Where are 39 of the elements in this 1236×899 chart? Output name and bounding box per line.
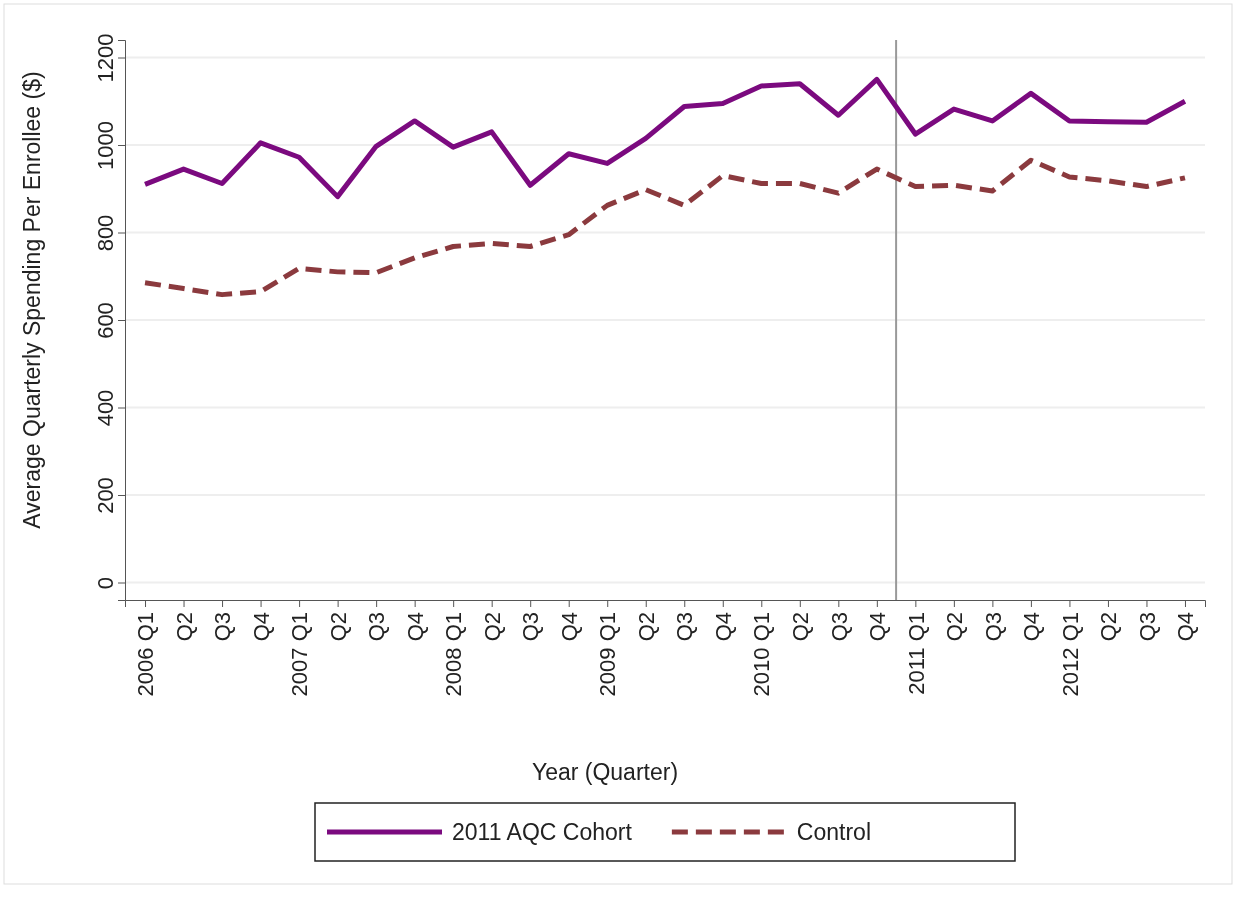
x-tick-label: Q2: [479, 612, 505, 642]
y-tick-label: 0: [92, 576, 118, 590]
x-tick-label: 2012 Q1: [1057, 612, 1083, 697]
x-tick-label: Q4: [710, 612, 736, 642]
x-tick-label: Q4: [402, 612, 428, 642]
y-tick-label: 200: [92, 477, 118, 514]
legend-label: 2011 AQC Cohort: [452, 819, 633, 846]
x-tick-label: Q3: [672, 612, 698, 642]
x-tick-label: 2006 Q1: [133, 612, 159, 697]
x-tick-label: Q4: [1019, 612, 1045, 642]
x-tick-label: Q2: [1096, 612, 1122, 642]
x-tick-label: Q3: [826, 612, 852, 642]
x-tick-label: 2008 Q1: [441, 612, 467, 697]
y-tick-label: 1000: [92, 121, 118, 170]
x-tick-label: Q2: [788, 612, 814, 642]
y-tick-label: 400: [92, 389, 118, 427]
x-tick-label: Q2: [633, 612, 659, 642]
x-tick-label: Q3: [364, 612, 390, 642]
x-tick-label: Q4: [1173, 612, 1199, 642]
x-tick-label: 2007 Q1: [287, 612, 313, 697]
x-tick-label: 2009 Q1: [595, 612, 621, 697]
y-axis-title: Average Quarterly Spending Per Enrollee ($): [19, 71, 45, 529]
x-tick-label: Q3: [518, 612, 544, 642]
x-tick-label: Q4: [248, 612, 274, 642]
x-tick-label: Q3: [210, 612, 236, 642]
x-tick-label: Q3: [980, 612, 1006, 642]
x-tick-label: Q2: [325, 612, 351, 642]
x-tick-label: Q4: [865, 612, 891, 642]
x-tick-label: Q2: [171, 612, 197, 642]
y-tick-label: 600: [92, 302, 118, 339]
y-tick-label: 1200: [92, 33, 118, 83]
x-tick-label: Q4: [556, 612, 582, 642]
x-tick-label: Q3: [1134, 612, 1160, 642]
legend-label: Control: [796, 819, 872, 846]
x-axis-title: Year (Quarter): [531, 759, 679, 785]
x-tick-label: 2010 Q1: [749, 612, 775, 697]
y-tick-label: 800: [92, 214, 118, 252]
x-tick-label: 2011 Q1: [903, 612, 929, 695]
x-tick-label: Q2: [942, 612, 968, 642]
